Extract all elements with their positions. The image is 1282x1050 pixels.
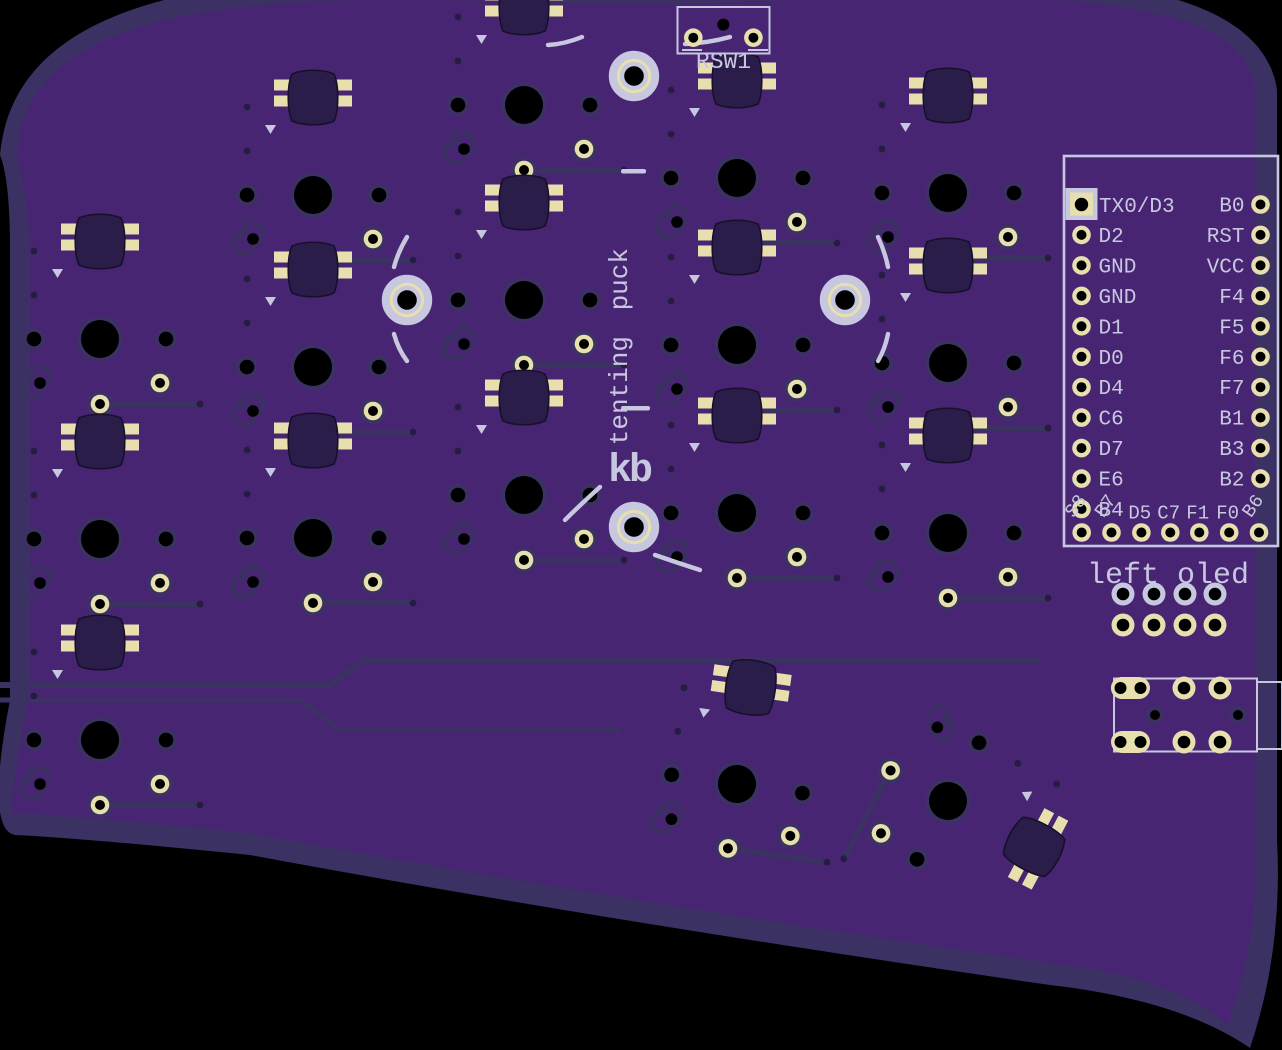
- svg-text:D4: D4: [1099, 378, 1124, 401]
- svg-text:D0: D0: [1099, 348, 1124, 371]
- svg-text:VCC: VCC: [1207, 256, 1245, 279]
- svg-text:GND: GND: [1099, 256, 1137, 279]
- svg-text:F1: F1: [1186, 503, 1209, 525]
- svg-text:B0: B0: [1219, 196, 1244, 219]
- svg-text:B3: B3: [1219, 439, 1244, 462]
- svg-text:B2: B2: [1219, 470, 1244, 493]
- svg-text:D2: D2: [1099, 226, 1124, 249]
- svg-text:TX0/D3: TX0/D3: [1099, 196, 1175, 219]
- svg-text:GND: GND: [1099, 287, 1137, 310]
- svg-text:F0: F0: [1216, 503, 1239, 525]
- svg-text:C7: C7: [1157, 503, 1180, 525]
- svg-text:D5: D5: [1128, 503, 1151, 525]
- svg-text:D1: D1: [1099, 317, 1124, 340]
- svg-text:D7: D7: [1099, 439, 1124, 462]
- svg-text:F5: F5: [1219, 317, 1244, 340]
- svg-text:B1: B1: [1219, 409, 1244, 432]
- svg-text:F7: F7: [1219, 378, 1244, 401]
- svg-text:F6: F6: [1219, 348, 1244, 371]
- svg-text:RST: RST: [1207, 226, 1245, 249]
- svg-text:puck: puck: [605, 248, 635, 310]
- svg-text:F4: F4: [1219, 287, 1244, 310]
- svg-text:RSW1: RSW1: [696, 49, 751, 75]
- svg-text:tenting: tenting: [605, 336, 635, 445]
- svg-text:C6: C6: [1099, 409, 1124, 432]
- svg-text:E6: E6: [1099, 470, 1124, 493]
- svg-text:kb: kb: [608, 449, 652, 494]
